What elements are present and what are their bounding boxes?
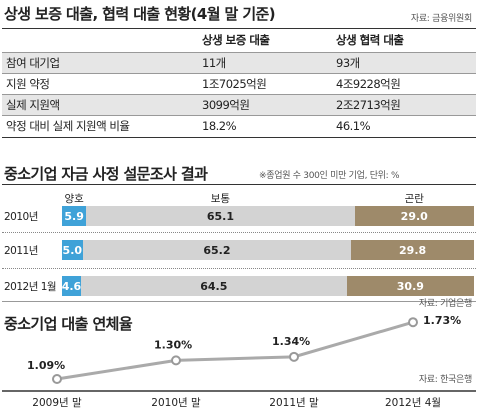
- bar-segment-good: 5.0: [62, 240, 83, 260]
- bar-row-label: 2011년: [4, 245, 38, 257]
- table-cell: 3099억원: [202, 98, 250, 112]
- table-cell: 46.1%: [336, 119, 371, 133]
- bar-segment-normal: 65.2: [82, 240, 352, 260]
- line-point: [408, 317, 418, 328]
- legend-normal: 보통: [210, 193, 231, 205]
- legend-good: 양호: [64, 193, 84, 205]
- table-divider: [2, 115, 476, 116]
- bar-row-label: 2012년 1월: [4, 281, 57, 293]
- bar-row-label: 2010년: [4, 211, 38, 223]
- table-divider: [2, 52, 476, 53]
- line-point: [171, 355, 181, 366]
- bar-segment-normal: 64.5: [80, 276, 347, 296]
- table-cell: 4조9228억원: [336, 77, 401, 91]
- table-source: 자료: 금융위원회: [410, 14, 472, 24]
- x-tick-label: 2009년 말: [32, 397, 82, 409]
- table-cell: 약정 대비 실제 지원액 비율: [6, 119, 130, 133]
- table-bottom-rule: [2, 137, 476, 138]
- bar-segment-good: 4.6: [62, 276, 81, 296]
- line-point: [289, 351, 299, 362]
- line-point-label: 1.30%: [154, 338, 192, 351]
- line-point-label: 1.34%: [272, 335, 310, 348]
- table-cell: 18.2%: [202, 119, 237, 133]
- bar-segment-normal: 65.1: [86, 206, 355, 226]
- stacked-bar: 5.9 65.1 29.0: [62, 206, 474, 226]
- stacked-bar: 5.0 65.2 29.8: [62, 240, 474, 260]
- table-top-rule: [2, 28, 476, 29]
- survey-source: 자료: 기업은행: [418, 299, 472, 309]
- table-cell: 실제 지원액: [6, 98, 60, 112]
- table-divider: [2, 73, 476, 74]
- bar-segment-bad: 29.8: [351, 240, 474, 260]
- table-row: 참여 대기업 11개 93개: [2, 53, 476, 73]
- table-cell: 지원 약정: [6, 77, 50, 91]
- bar-segment-bad: 29.0: [354, 206, 474, 226]
- line-point: [52, 374, 62, 385]
- survey-bottom-rule: [2, 301, 476, 302]
- delinquency-title: 중소기업 대출 연체율: [4, 315, 133, 333]
- table-header-cell: 상생 보증 대출: [202, 33, 270, 47]
- bar-segment-good: 5.9: [62, 206, 87, 226]
- row-separator: [2, 232, 476, 233]
- x-tick-label: 2012년 4월: [385, 397, 441, 409]
- table-cell: 2조2713억원: [336, 98, 401, 112]
- x-tick-label: 2011년 말: [269, 397, 319, 409]
- line-point-label: 1.73%: [423, 314, 461, 327]
- table-cell: 11개: [202, 56, 226, 70]
- table-row: 지원 약정 1조7025억원 4조9228억원: [2, 74, 476, 94]
- table-row: 실제 지원액 3099억원 2조2713억원: [2, 95, 476, 115]
- delinquency-source: 자료: 한국은행: [418, 375, 472, 385]
- table-cell: 1조7025억원: [202, 77, 267, 91]
- table-header-cell: 상생 협력 대출: [336, 33, 404, 47]
- legend-bad: 곤란: [404, 193, 424, 205]
- table-row: 약정 대비 실제 지원액 비율 18.2% 46.1%: [2, 116, 476, 136]
- table-divider: [2, 94, 476, 95]
- survey-top-rule: [2, 184, 476, 185]
- table-title: 상생 보증 대출, 협력 대출 현황(4월 말 기준): [4, 5, 276, 23]
- stacked-bar: 4.6 64.5 30.9: [62, 276, 474, 296]
- bar-segment-bad: 30.9: [346, 276, 474, 296]
- table-cell: 참여 대기업: [6, 56, 60, 70]
- survey-note: ※종업원 수 300인 미만 기업, 단위: %: [259, 171, 400, 181]
- table-cell: 93개: [336, 56, 360, 70]
- x-tick-label: 2010년 말: [151, 397, 201, 409]
- table-header-row: 상생 보증 대출 상생 협력 대출: [2, 30, 476, 50]
- row-separator: [2, 268, 476, 269]
- survey-title: 중소기업 자금 사정 설문조사 결과: [4, 165, 208, 183]
- line-point-label: 1.09%: [27, 359, 65, 372]
